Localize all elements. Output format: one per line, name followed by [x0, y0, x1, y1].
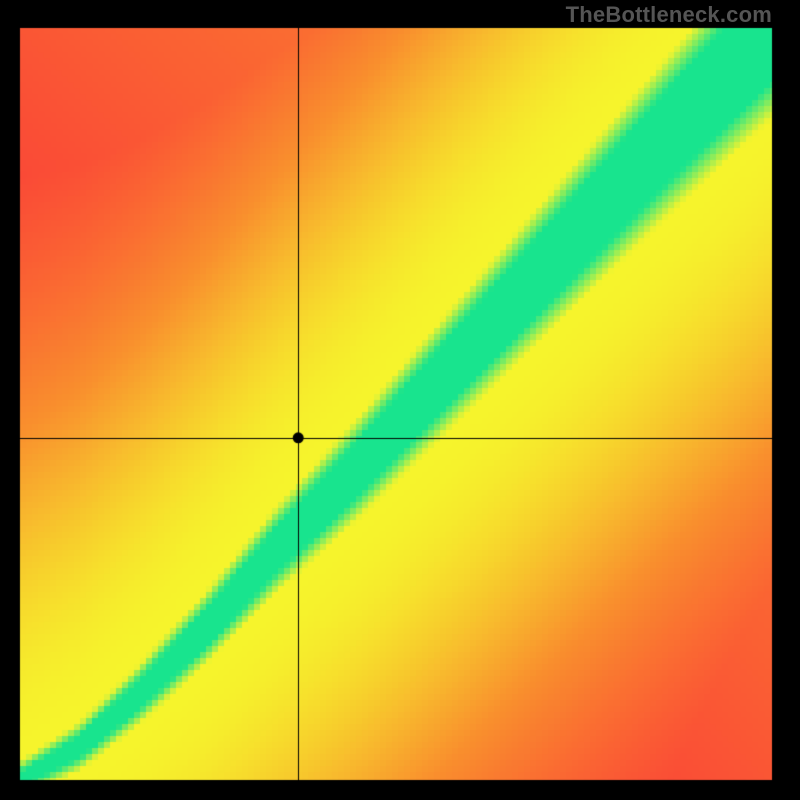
bottleneck-heatmap	[0, 0, 800, 800]
watermark-text: TheBottleneck.com	[566, 2, 772, 28]
